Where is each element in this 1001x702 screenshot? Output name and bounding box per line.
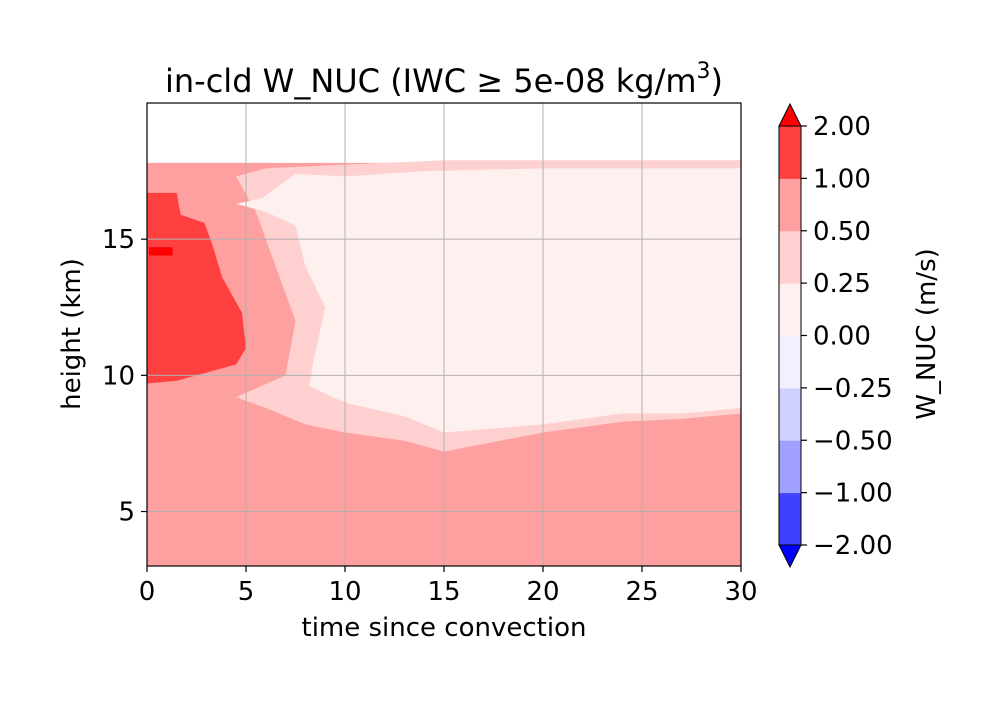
contour-region-2	[236, 168, 741, 433]
colorbar-tick-label: −0.50	[813, 426, 893, 456]
colorbar: −2.00 −1.00 −0.50 −0.25 0.00 0.25 0.50 1.00 2.00	[778, 102, 893, 569]
x-tick-label: 5	[238, 577, 255, 607]
colorbar-band-3	[779, 335, 801, 389]
colorbar-band-0	[779, 492, 801, 546]
colorbar-band-7	[779, 126, 801, 179]
colorbar-tick-label: 2.00	[813, 112, 871, 142]
x-tick-label: 25	[625, 577, 658, 607]
colorbar-tick-label: 1.00	[813, 164, 871, 194]
x-tick-label: 30	[724, 577, 757, 607]
colorbar-extend-high	[778, 102, 802, 127]
y-tick-label: 5	[118, 498, 135, 528]
x-tick-label: 15	[427, 577, 460, 607]
colorbar-tick-label: 0.25	[813, 269, 871, 299]
colorbar-band-5	[779, 230, 801, 284]
colorbar-band-4	[779, 283, 801, 336]
colorbar-band-1	[779, 440, 801, 494]
colorbar-label: W_NUC (m/s)	[912, 248, 942, 420]
y-axis: 5 10 15	[102, 225, 147, 528]
plot-area: 0 5 10 15 20 25 30 5 10 15	[102, 102, 758, 607]
colorbar-band-2	[779, 387, 801, 441]
colorbar-tick-label: 0.00	[813, 322, 871, 352]
chart-title: in-cld W_NUC (IWC ≥ 5e-08 kg/m3)	[165, 59, 723, 100]
colorbar-extend-low	[778, 544, 802, 569]
colorbar-tick-label: −2.00	[813, 531, 893, 561]
x-axis: 0 5 10 15 20 25 30	[139, 566, 758, 607]
contour-region-3	[147, 192, 246, 384]
x-tick-label: 0	[139, 577, 156, 607]
y-axis-label: height (km)	[57, 258, 87, 410]
colorbar-tick-label: −1.00	[813, 479, 893, 509]
colorbar-tick-label: −0.25	[813, 374, 893, 404]
x-tick-label: 20	[526, 577, 559, 607]
x-tick-label: 10	[328, 577, 361, 607]
colorbar-band-6	[779, 178, 801, 232]
contour-region-4	[149, 247, 173, 256]
y-tick-label: 15	[102, 225, 135, 255]
x-axis-label: time since convection	[302, 613, 587, 643]
y-tick-label: 10	[102, 361, 135, 391]
colorbar-tick-label: 0.50	[813, 217, 871, 247]
